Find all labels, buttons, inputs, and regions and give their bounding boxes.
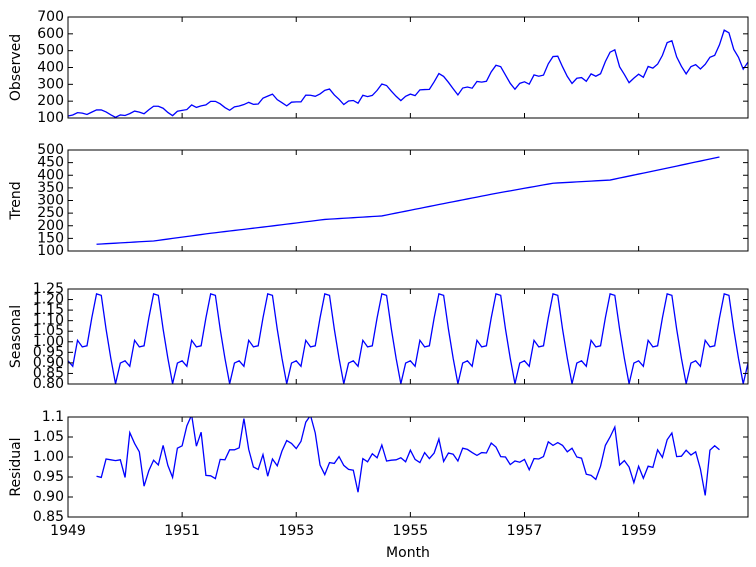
axes-frame [67,16,749,119]
x-tick-label: 1953 [278,523,314,539]
y-tick-label: 600 [37,26,64,42]
series-line [96,417,720,496]
y-tick-label: 1.1 [42,409,64,425]
x-tick-label: 1959 [621,523,657,539]
plot-area [68,293,748,384]
x-axis-label: Month [386,545,430,561]
y-tick-label: 300 [37,193,64,209]
y-tick-label: 1.15 [33,302,64,318]
y-tick-label: 1.00 [33,334,64,350]
y-tick-label: 400 [37,167,64,183]
y-tick-label: 100 [37,110,64,126]
series-line [96,156,720,245]
subplot: 0.800.850.900.951.001.051.101.151.201.25… [8,281,749,392]
y-tick-label: 0.80 [33,376,64,392]
y-tick-label: 150 [37,230,64,246]
x-tick-label: 1957 [507,523,543,539]
y-tick-label: 0.85 [33,509,64,525]
y-tick-label: 0.95 [33,469,64,485]
plot-area [68,29,748,118]
y-tick-label: 500 [37,142,64,158]
series-line [68,293,748,384]
y-tick-label: 100 [37,243,64,259]
y-tick-label: 0.85 [33,365,64,381]
series-line [68,29,748,118]
y-tick-label: 300 [37,76,64,92]
y-tick-label: 250 [37,205,64,221]
y-tick-label: 0.95 [33,344,64,360]
axes-frame [67,416,749,518]
y-tick-label: 700 [37,9,64,25]
y-tick-label: 500 [37,43,64,59]
y-axis-label: Trend [8,181,24,220]
y-tick-label: 1.00 [33,449,64,465]
y-tick-label: 1.25 [33,281,64,297]
axes-frame [67,149,749,252]
subplot: 0.85 0.90 0.95 1.00 1.05 1.1 1949 1951 1953 1955 1… [8,409,749,561]
y-tick-label: 200 [37,93,64,109]
y-tick-label: 400 [37,60,64,76]
x-tick-label: 1955 [393,523,429,539]
y-tick-label: 1.20 [33,292,64,308]
y-axis-label: Seasonal [8,305,24,368]
plot-area [96,156,720,245]
x-tick-label: 1949 [50,523,86,539]
y-tick-label: 1.05 [33,323,64,339]
y-axis-label: Observed [8,34,24,101]
y-tick-label: 450 [37,155,64,171]
y-axis-label: Residual [8,437,24,496]
y-tick-label: 350 [37,180,64,196]
y-tick-label: 200 [37,218,64,234]
plot-area [96,417,720,496]
y-tick-label: 1.10 [33,313,64,329]
y-tick-label: 1.05 [33,429,64,445]
x-tick-label: 1951 [164,523,200,539]
y-tick-label: 0.90 [33,489,64,505]
axes-frame [67,288,749,385]
y-tick-label: 0.90 [33,355,64,371]
